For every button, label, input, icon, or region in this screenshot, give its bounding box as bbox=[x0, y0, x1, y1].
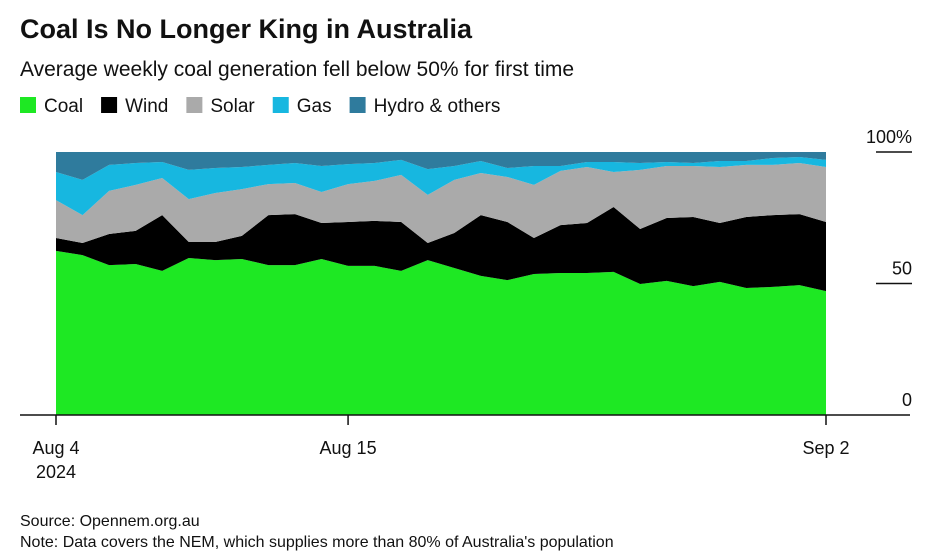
area bbox=[56, 206, 826, 292]
legend-swatch bbox=[186, 97, 203, 113]
area bbox=[56, 156, 826, 216]
y-tick-label: 50 bbox=[892, 259, 912, 279]
x-tick-label: Aug 4 bbox=[32, 438, 79, 458]
legend-label: Gas bbox=[297, 96, 332, 117]
legend-label: Solar bbox=[210, 96, 255, 117]
legend-swatch bbox=[349, 97, 366, 113]
legend-label: Coal bbox=[44, 96, 83, 117]
x-tick-label: Sep 2 bbox=[802, 438, 849, 458]
x-tick-label: Aug 15 bbox=[320, 438, 377, 458]
x-tick-year: 2024 bbox=[36, 462, 76, 482]
y-tick-label: 100% bbox=[866, 127, 912, 147]
legend-swatch bbox=[101, 97, 118, 113]
legend-swatch bbox=[20, 97, 36, 113]
note: Note: Data covers the NEM, which supplie… bbox=[20, 534, 614, 551]
y-tick-label: 0 bbox=[902, 390, 912, 410]
area bbox=[56, 163, 826, 243]
legend-label: Wind bbox=[125, 96, 168, 117]
legend-swatch bbox=[272, 97, 289, 113]
area bbox=[56, 152, 826, 180]
legend-label: Hydro & others bbox=[374, 96, 501, 117]
source: Source: Opennem.org.au bbox=[20, 513, 200, 530]
chart-title: Coal Is No Longer King in Australia bbox=[20, 14, 473, 44]
area bbox=[56, 250, 826, 415]
chart-subtitle: Average weekly coal generation fell belo… bbox=[20, 58, 574, 81]
